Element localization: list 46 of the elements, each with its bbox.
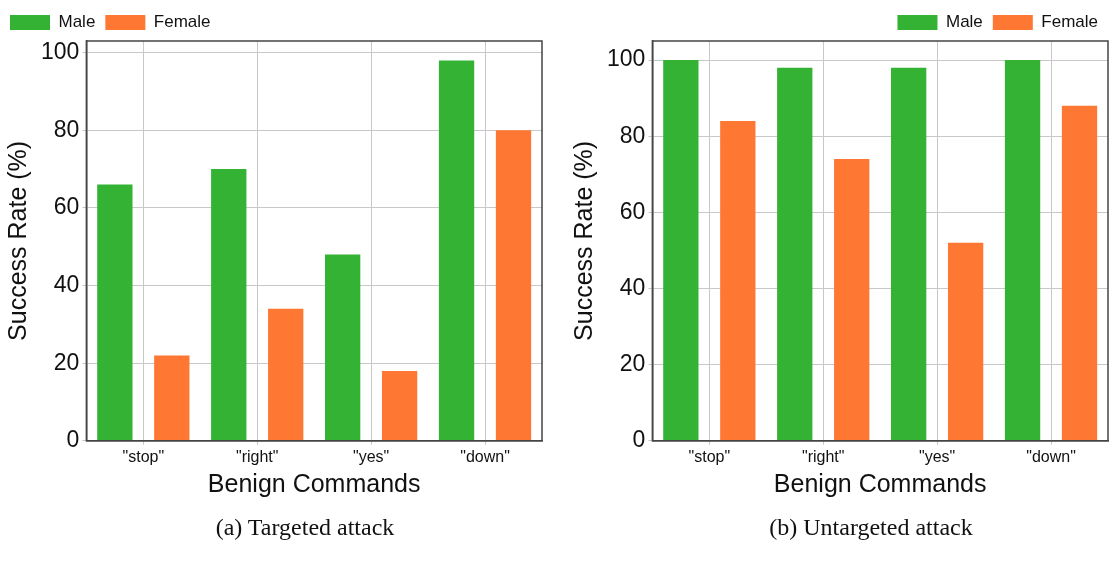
y-tick-label: 40 (619, 273, 646, 300)
bar (381, 370, 418, 441)
bar (834, 159, 870, 441)
x-axis-title: Benign Commands (207, 468, 421, 497)
y-tick-label: 80 (53, 115, 80, 142)
y-tick-label: 100 (607, 45, 646, 72)
x-tick-label: "yes" (353, 447, 390, 465)
bar (154, 355, 190, 441)
y-tick-label: 100 (41, 37, 80, 64)
bar (268, 308, 304, 441)
legend-label: Male (945, 12, 983, 32)
bar (947, 242, 984, 441)
y-tick-label: 60 (619, 197, 646, 224)
legend-label: Male (58, 12, 96, 32)
y-tick-label: 0 (632, 426, 646, 453)
bar (720, 120, 756, 441)
x-tick-label: "yes" (919, 447, 956, 465)
text: (a) Targeted attack (214, 514, 396, 541)
x-tick-label: "right" (235, 447, 279, 465)
bar (777, 67, 813, 441)
y-axis-title: Success Rate (%) (2, 140, 31, 341)
x-tick-label: "stop" (122, 447, 165, 465)
x-tick-label: "right" (801, 447, 845, 465)
y-tick-label: 80 (619, 121, 646, 148)
bar (97, 184, 133, 441)
y-tick-label: 40 (53, 270, 80, 297)
legend-label: Female (153, 12, 211, 32)
x-tick-label: "stop" (688, 447, 731, 465)
bar (438, 60, 475, 441)
y-tick-label: 60 (53, 193, 80, 220)
bar (1004, 60, 1041, 441)
y-axis-title: Success Rate (%) (568, 140, 597, 341)
bar (1061, 105, 1098, 441)
bar (663, 60, 699, 441)
y-tick-label: 20 (53, 348, 80, 375)
x-axis-title: Benign Commands (773, 468, 987, 497)
x-tick-label: "down" (460, 447, 510, 465)
bar (325, 254, 361, 441)
x-tick-label: "down" (1026, 447, 1076, 465)
legend-label: Female (1041, 12, 1098, 32)
bar (891, 67, 927, 441)
y-tick-label: 20 (619, 349, 646, 376)
bar (211, 169, 247, 441)
y-tick-label: 0 (66, 426, 80, 453)
bar (495, 130, 532, 441)
text: (b) Untargeted attack (768, 514, 974, 541)
